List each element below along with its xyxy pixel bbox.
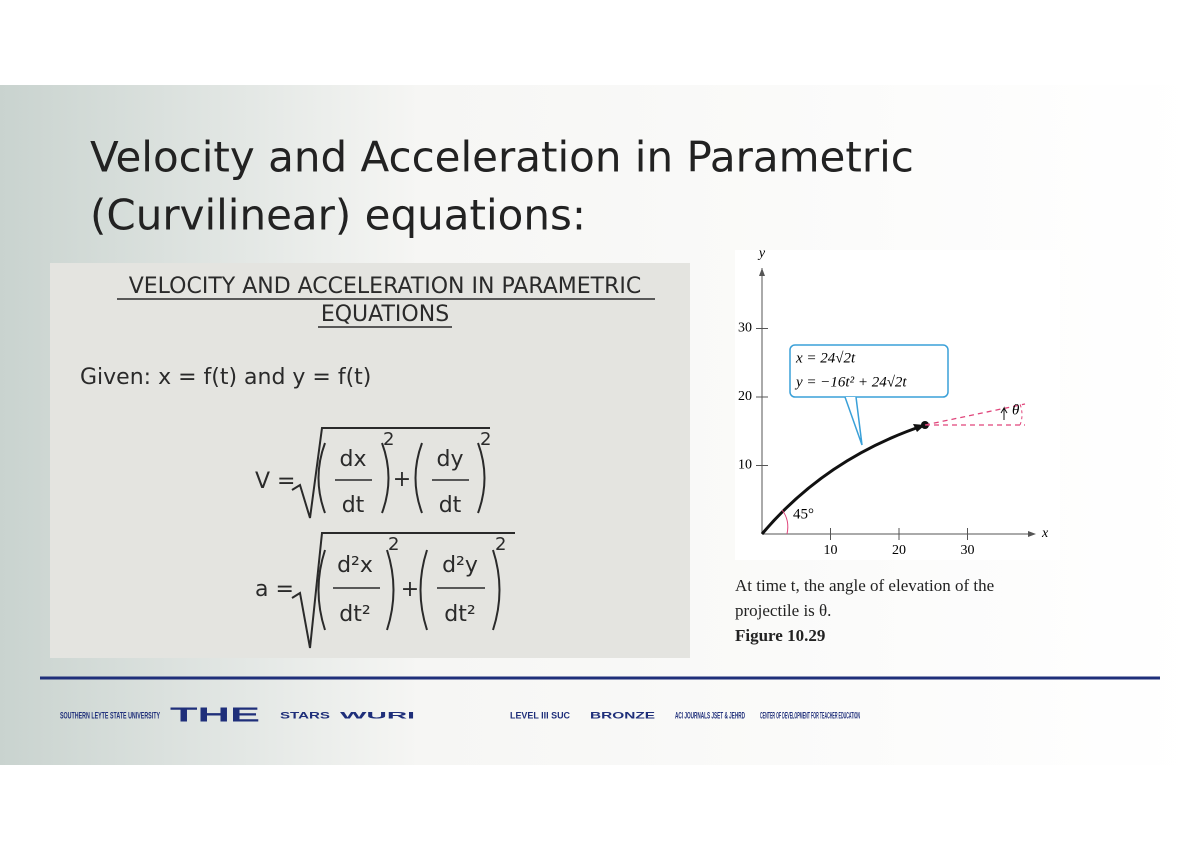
exponent: 2: [383, 429, 394, 450]
y-tick-label: 20: [738, 389, 752, 404]
denominator: dt: [439, 493, 462, 518]
given: Given: x = f(t) and y = f(t): [80, 365, 371, 390]
logo: STARS: [280, 710, 330, 720]
x-tick-label: 20: [892, 543, 906, 558]
title: (Curvilinear) equations:: [90, 191, 586, 240]
x-tick-label: 10: [824, 543, 838, 558]
lhs: V =: [255, 469, 295, 494]
equation: y = −16t² + 24√2t: [794, 374, 907, 390]
denominator: dt: [342, 493, 365, 518]
plus: +: [393, 467, 411, 492]
axis-label: x: [1041, 526, 1049, 541]
angle-label: 45°: [793, 506, 814, 522]
plus: +: [401, 577, 419, 602]
logo: WURI: [340, 710, 415, 720]
y-tick-label: 30: [738, 321, 752, 336]
formula-image: [50, 263, 690, 658]
equation: x = 24√2t: [795, 350, 856, 366]
numerator: dx: [340, 447, 367, 472]
logo: LEVEL III SUC: [510, 710, 570, 720]
numerator: dy: [437, 447, 464, 472]
exponent: 2: [388, 534, 399, 555]
logo: SOUTHERN LEYTE STATE UNIVERSITY: [60, 710, 160, 720]
axis-label: y: [757, 246, 766, 261]
image-heading: VELOCITY AND ACCELERATION IN PARAMETRIC: [129, 274, 642, 299]
y-tick-label: 10: [738, 458, 752, 473]
logo: BRONZE: [590, 710, 655, 720]
exponent: 2: [480, 429, 491, 450]
exponent: 2: [495, 534, 506, 555]
logo: THE: [170, 704, 260, 726]
denominator: dt²: [339, 602, 370, 627]
figure: y x θ 45° x = 24√2t y = −16t² + 24√2t 10…: [735, 246, 1060, 560]
caption: At time t, the angle of elevation of the: [735, 576, 994, 595]
lhs: a =: [255, 577, 294, 602]
logo: ACI JOURNALS JSET & JEHRD: [675, 710, 745, 720]
numerator: d²x: [337, 553, 373, 578]
logo: CENTER OF DEVELOPMENT FOR TEACHER EDUCAT…: [760, 710, 860, 720]
title: Velocity and Acceleration in Parametric: [90, 133, 914, 182]
denominator: dt²: [444, 602, 475, 627]
numerator: d²y: [442, 553, 478, 578]
caption: projectile is θ.: [735, 601, 831, 620]
x-tick-label: 30: [961, 543, 975, 558]
theta: θ: [1012, 402, 1020, 418]
figure-label: Figure 10.29: [735, 626, 825, 645]
image-heading: EQUATIONS: [321, 302, 449, 327]
